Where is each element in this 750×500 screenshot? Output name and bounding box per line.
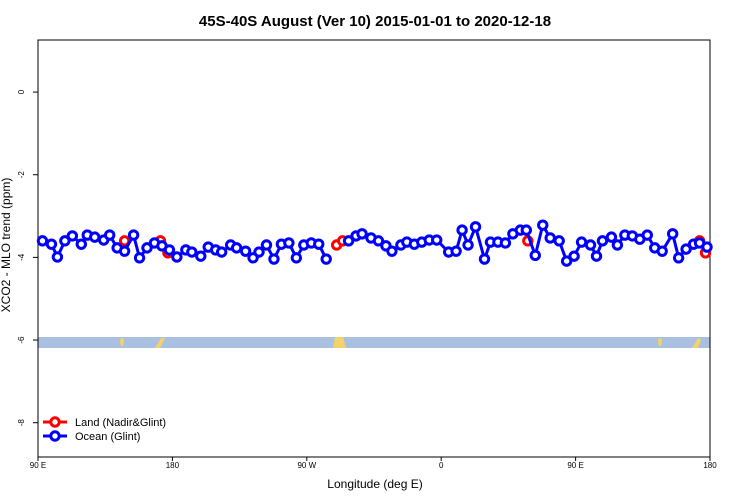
data-point <box>560 255 573 267</box>
data-point <box>163 244 176 256</box>
data-point <box>590 250 603 262</box>
plot-frame <box>37 39 711 458</box>
data-point <box>66 230 79 242</box>
y-axis-label: XCO2 - MLO trend (ppm) <box>0 178 13 313</box>
legend-marker <box>49 430 61 442</box>
y-tick-label: -8 <box>17 419 26 427</box>
data-point <box>320 253 332 265</box>
data-point <box>680 243 692 255</box>
data-point <box>605 231 618 243</box>
data-point <box>253 246 265 258</box>
data-point <box>283 237 295 249</box>
data-point <box>701 241 713 253</box>
x-tick-label: 90 E <box>567 461 583 470</box>
data-point <box>529 249 541 262</box>
legend-label: Ocean (Glint) <box>75 431 140 443</box>
data-point <box>386 245 398 257</box>
data-point <box>596 235 609 247</box>
data-point <box>260 239 273 251</box>
data-point <box>239 245 252 257</box>
data-point <box>36 235 49 247</box>
data-point <box>568 250 580 262</box>
x-tick-label: 180 <box>166 461 180 470</box>
y-tick-label: -4 <box>17 253 26 261</box>
data-point <box>290 252 303 264</box>
data-point <box>544 232 556 244</box>
x-tick-label: 180 <box>703 461 717 470</box>
data-point <box>342 235 355 247</box>
data-point <box>133 252 146 264</box>
data-point <box>127 229 140 241</box>
data-point <box>186 246 198 258</box>
data-point <box>75 238 88 250</box>
data-point <box>171 251 183 263</box>
data-point <box>215 246 228 258</box>
data-point <box>313 238 325 250</box>
x-tick-label: 0 <box>439 461 444 470</box>
data-point <box>268 253 280 265</box>
data-point <box>230 242 243 254</box>
data-point <box>89 231 101 243</box>
data-point <box>641 229 653 241</box>
data-point <box>372 235 385 247</box>
legend-marker <box>49 416 61 428</box>
x-axis-label: Longitude (deg E) <box>327 477 422 491</box>
data-point <box>356 228 368 240</box>
data-point <box>666 228 679 240</box>
data-point <box>478 253 491 265</box>
legend-label: Land (Nadir&Glint) <box>75 417 166 429</box>
data-point <box>462 239 474 251</box>
data-point <box>520 224 533 236</box>
data-point <box>537 219 549 231</box>
map-strip <box>38 337 710 348</box>
data-point <box>45 238 58 250</box>
y-tick-label: -2 <box>17 171 26 179</box>
data-point <box>141 242 153 254</box>
data-point <box>456 224 468 236</box>
data-point <box>672 252 685 264</box>
data-point <box>553 235 565 247</box>
y-tick-label: -6 <box>17 336 26 344</box>
data-point <box>59 235 71 247</box>
data-point <box>575 236 588 248</box>
data-point <box>499 237 512 249</box>
data-point <box>431 234 443 246</box>
x-tick-label: 90 W <box>297 461 316 470</box>
data-point <box>584 239 597 251</box>
data-point <box>103 229 116 241</box>
data-point <box>118 245 131 257</box>
data-point <box>611 239 624 251</box>
data-point <box>469 221 482 233</box>
data-point <box>51 251 64 263</box>
data-point <box>656 245 668 257</box>
data-point <box>450 245 462 257</box>
y-tick-label: 0 <box>17 89 26 94</box>
chart-title: 45S-40S August (Ver 10) 2015-01-01 to 20… <box>199 13 551 30</box>
data-point <box>195 250 207 262</box>
x-tick-label: 90 E <box>30 461 46 470</box>
